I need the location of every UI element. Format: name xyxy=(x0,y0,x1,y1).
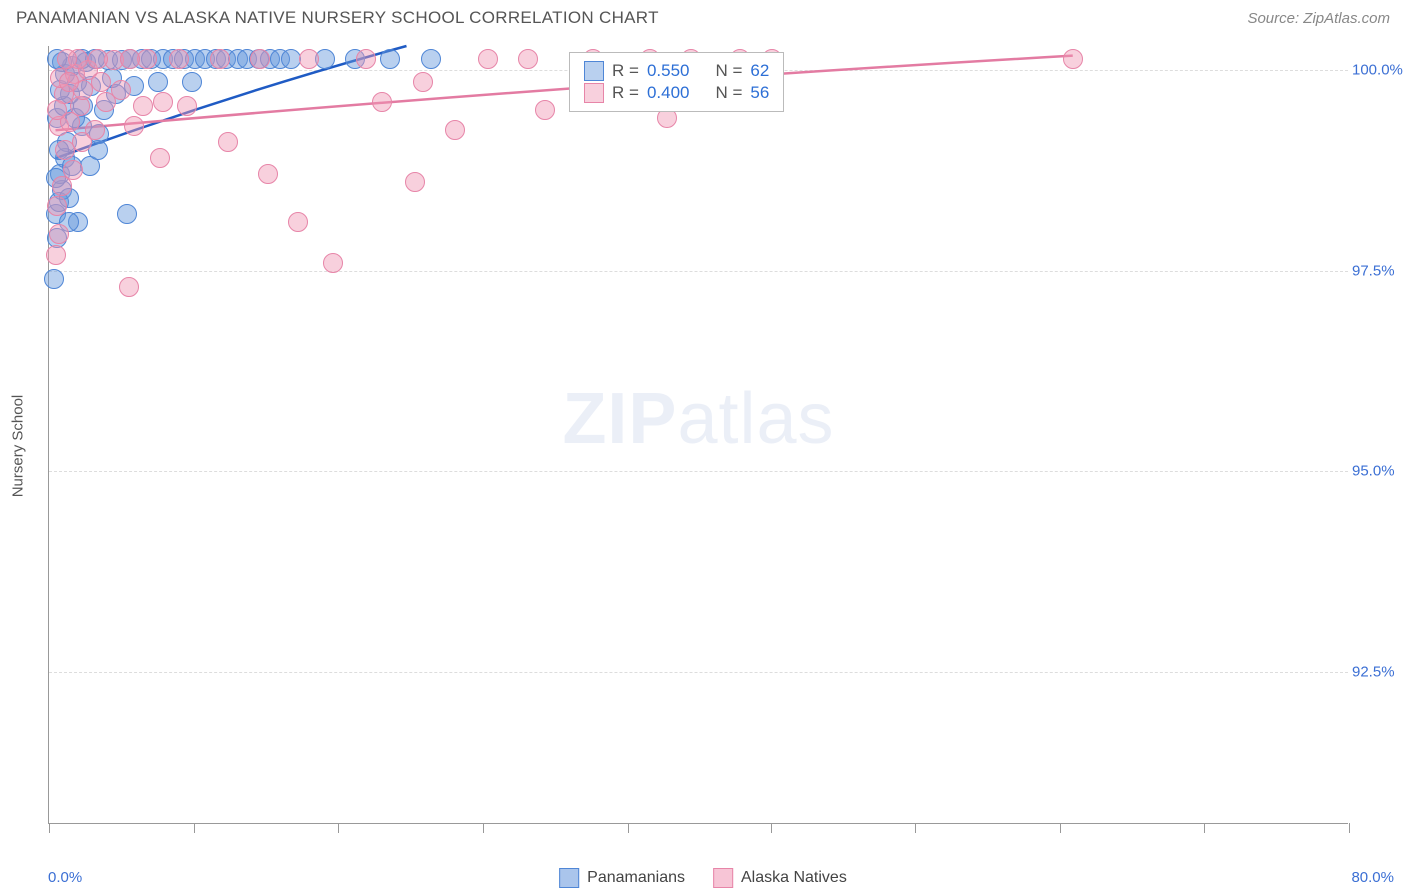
legend-item: Panamanians xyxy=(559,868,685,888)
x-tick xyxy=(1349,823,1350,833)
x-axis-min-label: 0.0% xyxy=(48,869,82,886)
legend-swatch xyxy=(584,83,604,103)
data-point xyxy=(218,132,238,152)
legend-n-label: N = xyxy=(715,61,742,81)
data-point xyxy=(57,49,77,69)
x-tick xyxy=(194,823,195,833)
source-attribution: Source: ZipAtlas.com xyxy=(1247,10,1390,27)
data-point xyxy=(250,49,270,69)
legend-n-value: 62 xyxy=(750,61,769,81)
data-point xyxy=(91,72,111,92)
x-tick xyxy=(338,823,339,833)
data-point xyxy=(111,80,131,100)
y-tick-label: 92.5% xyxy=(1352,663,1402,680)
data-point xyxy=(405,172,425,192)
chart-header: PANAMANIAN VS ALASKA NATIVE NURSERY SCHO… xyxy=(0,0,1406,36)
data-point xyxy=(518,49,538,69)
legend-swatch xyxy=(584,61,604,81)
gridline xyxy=(49,271,1348,272)
data-point xyxy=(445,120,465,140)
data-point xyxy=(46,245,66,265)
data-point xyxy=(288,212,308,232)
series-legend: Panamanians Alaska Natives xyxy=(559,868,847,888)
data-point xyxy=(372,92,392,112)
gridline xyxy=(49,471,1348,472)
data-point xyxy=(120,49,140,69)
x-tick xyxy=(628,823,629,833)
y-tick-label: 100.0% xyxy=(1352,62,1402,79)
chart-title: PANAMANIAN VS ALASKA NATIVE NURSERY SCHO… xyxy=(16,8,659,28)
scatter-chart: ZIPatlas 100.0%97.5%95.0%92.5%R = 0.550N… xyxy=(48,46,1348,824)
legend-item: Alaska Natives xyxy=(713,868,847,888)
legend-n-value: 56 xyxy=(750,83,769,103)
data-point xyxy=(49,224,69,244)
data-point xyxy=(258,164,278,184)
legend-label: Panamanians xyxy=(587,869,685,887)
data-point xyxy=(63,160,83,180)
gridline xyxy=(49,672,1348,673)
legend-label: Alaska Natives xyxy=(741,869,847,887)
data-point xyxy=(169,49,189,69)
x-tick xyxy=(771,823,772,833)
y-axis-label: Nursery School xyxy=(10,395,27,498)
y-tick-label: 97.5% xyxy=(1352,262,1402,279)
data-point xyxy=(47,100,67,120)
data-point xyxy=(421,49,441,69)
x-tick xyxy=(915,823,916,833)
legend-row: R = 0.550 N = 62 xyxy=(584,61,769,81)
data-point xyxy=(85,120,105,140)
legend-r-label: R = xyxy=(612,83,639,103)
legend-n-label: N = xyxy=(715,83,742,103)
data-point xyxy=(150,148,170,168)
data-point xyxy=(117,204,137,224)
data-point xyxy=(535,100,555,120)
x-tick xyxy=(49,823,50,833)
data-point xyxy=(177,96,197,116)
legend-swatch xyxy=(713,868,733,888)
x-tick xyxy=(1204,823,1205,833)
y-tick-label: 95.0% xyxy=(1352,463,1402,480)
legend-r-value: 0.400 xyxy=(647,83,690,103)
data-point xyxy=(478,49,498,69)
legend-r-value: 0.550 xyxy=(647,61,690,81)
watermark-light: atlas xyxy=(677,379,834,459)
legend-r-label: R = xyxy=(612,61,639,81)
data-point xyxy=(88,49,108,69)
legend-row: R = 0.400 N = 56 xyxy=(584,83,769,103)
x-tick xyxy=(483,823,484,833)
watermark-bold: ZIP xyxy=(562,379,677,459)
data-point xyxy=(356,49,376,69)
data-point xyxy=(47,196,67,216)
data-point xyxy=(124,116,144,136)
data-point xyxy=(44,269,64,289)
data-point xyxy=(133,96,153,116)
data-point xyxy=(148,72,168,92)
data-point xyxy=(413,72,433,92)
data-point xyxy=(380,49,400,69)
data-point xyxy=(299,49,319,69)
data-point xyxy=(1063,49,1083,69)
data-point xyxy=(119,277,139,297)
x-tick xyxy=(1060,823,1061,833)
correlation-legend: R = 0.550 N = 62 R = 0.400 N = 56 xyxy=(569,52,784,112)
data-point xyxy=(210,49,230,69)
data-point xyxy=(323,253,343,273)
trend-layer xyxy=(49,46,1348,823)
watermark: ZIPatlas xyxy=(562,378,834,460)
data-point xyxy=(153,92,173,112)
data-point xyxy=(182,72,202,92)
x-axis-max-label: 80.0% xyxy=(1351,869,1394,886)
data-point xyxy=(59,72,79,92)
legend-swatch xyxy=(559,868,579,888)
